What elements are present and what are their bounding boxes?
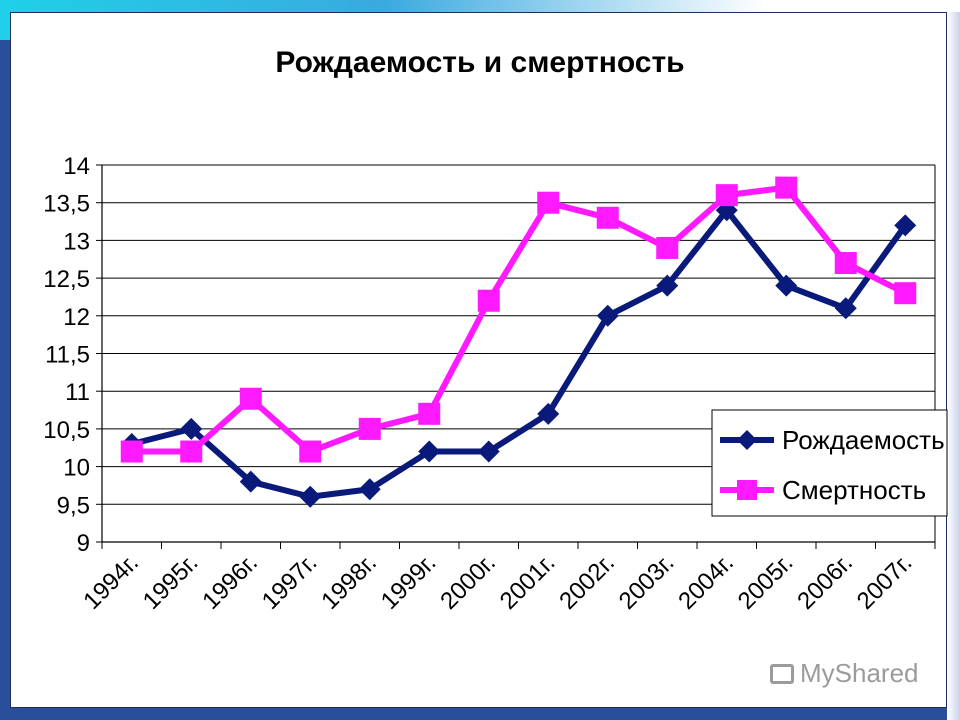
data-point-death bbox=[596, 206, 619, 229]
y-tick-label: 12 bbox=[63, 304, 90, 331]
x-tick-label: 1997г. bbox=[257, 549, 323, 615]
data-point-birth bbox=[180, 417, 203, 440]
legend: Рождаемость Смертность bbox=[711, 409, 948, 517]
presentation-icon bbox=[770, 663, 794, 684]
data-point-birth bbox=[239, 470, 262, 493]
y-tick-label: 14 bbox=[63, 153, 90, 180]
series-line-birth bbox=[131, 207, 908, 500]
legend-marker bbox=[737, 430, 757, 450]
x-tick-label: 2003г. bbox=[614, 549, 680, 615]
data-point-birth bbox=[775, 274, 798, 297]
x-tick-label: 1994г. bbox=[78, 549, 144, 615]
data-point-birth bbox=[596, 304, 619, 327]
data-point-death bbox=[775, 176, 798, 199]
data-point-birth bbox=[894, 214, 917, 237]
y-tick-label: 11 bbox=[65, 379, 90, 406]
data-point-birth bbox=[477, 440, 500, 463]
legend-marker bbox=[737, 480, 757, 500]
y-tick-label: 9 bbox=[77, 530, 90, 557]
data-point-death bbox=[358, 417, 381, 440]
y-tick-label: 13 bbox=[63, 228, 90, 255]
data-point-death bbox=[715, 184, 738, 207]
chart-title: Рождаемость и смертность bbox=[275, 46, 684, 79]
data-point-death bbox=[656, 236, 679, 259]
data-point-birth bbox=[299, 485, 322, 508]
y-tick-label: 13,5 bbox=[43, 191, 90, 218]
legend-label: Рождаемость bbox=[782, 425, 945, 455]
x-tick-label: 2000г. bbox=[435, 549, 501, 615]
data-point-death bbox=[418, 402, 441, 425]
x-tick-label: 1995г. bbox=[138, 549, 204, 615]
data-point-birth bbox=[418, 440, 441, 463]
slide-canvas bbox=[10, 12, 947, 708]
x-tick-label: 1996г. bbox=[197, 549, 263, 615]
x-tick-label: 2001г. bbox=[495, 549, 561, 615]
data-point-birth bbox=[358, 478, 381, 501]
data-point-death bbox=[299, 440, 322, 463]
x-tick-label: 2002г. bbox=[554, 549, 620, 615]
data-point-death bbox=[477, 289, 500, 312]
data-point-death bbox=[239, 387, 262, 410]
slide-edge bbox=[947, 12, 960, 720]
watermark-text: MyShared bbox=[800, 658, 919, 688]
data-point-death bbox=[537, 191, 560, 214]
watermark: MyShared bbox=[770, 658, 919, 689]
y-tick-label: 9,5 bbox=[57, 492, 90, 519]
legend-label: Смертность bbox=[782, 475, 926, 505]
data-point-birth bbox=[537, 402, 560, 425]
x-tick-label: 1998г. bbox=[316, 549, 382, 615]
x-tick-label: 2005г. bbox=[733, 549, 799, 615]
x-tick-label: 2004г. bbox=[673, 549, 739, 615]
data-point-death bbox=[894, 282, 917, 305]
x-tick-label: 2007г. bbox=[852, 549, 918, 615]
y-tick-label: 12,5 bbox=[43, 266, 90, 293]
data-point-death bbox=[180, 440, 203, 463]
series bbox=[120, 176, 917, 508]
axes: 9 9,5 10 10,5 11 11,5 12 12,5 13 13,5 14 1994г.1995… bbox=[43, 153, 936, 615]
y-tick-label: 10 bbox=[63, 455, 90, 482]
x-tick-label: 1999г. bbox=[376, 549, 442, 615]
data-point-death bbox=[834, 252, 857, 275]
y-tick-label: 10,5 bbox=[43, 417, 90, 444]
data-point-death bbox=[120, 440, 143, 463]
data-point-birth bbox=[656, 274, 679, 297]
x-tick-label: 2006г. bbox=[792, 549, 858, 615]
y-tick-label: 11,5 bbox=[45, 342, 90, 369]
data-point-birth bbox=[834, 297, 857, 320]
